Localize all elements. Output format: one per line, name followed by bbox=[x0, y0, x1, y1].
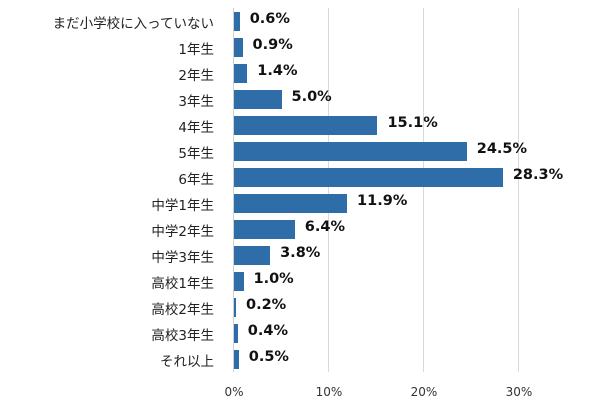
category-label: 2年生 bbox=[178, 68, 214, 84]
value-label: 1.0% bbox=[253, 271, 294, 287]
bar bbox=[234, 116, 378, 135]
value-label: 28.3% bbox=[512, 167, 564, 183]
bar bbox=[234, 38, 243, 57]
category-label: まだ小学校に入っていない bbox=[52, 16, 214, 32]
gridline-10 bbox=[328, 8, 329, 372]
value-label: 0.6% bbox=[249, 11, 290, 27]
category-label: 3年生 bbox=[178, 94, 214, 110]
category-label: 4年生 bbox=[178, 120, 214, 136]
category-label: 6年生 bbox=[178, 172, 214, 188]
category-label: 中学1年生 bbox=[151, 198, 214, 214]
value-label: 0.2% bbox=[246, 297, 287, 313]
bar-row: 中学2年生 6.4% bbox=[0, 216, 600, 242]
value-label: 15.1% bbox=[387, 115, 438, 131]
bar bbox=[234, 246, 271, 265]
gridline-0 bbox=[233, 8, 234, 372]
bar-row: 中学1年生 11.9% bbox=[0, 190, 600, 216]
value-label: 5.0% bbox=[291, 89, 332, 105]
bar-row: 5年生 24.5% bbox=[0, 138, 600, 164]
gridline-20 bbox=[423, 8, 424, 372]
bar-row: 高校1年生 1.0% bbox=[0, 268, 600, 294]
bar bbox=[234, 298, 236, 317]
category-label: 高校2年生 bbox=[151, 302, 214, 318]
category-label: 1年生 bbox=[178, 42, 214, 58]
category-label: 高校1年生 bbox=[151, 276, 214, 292]
category-label: 中学2年生 bbox=[151, 224, 214, 240]
bar bbox=[234, 272, 244, 291]
value-label: 11.9% bbox=[357, 193, 408, 209]
bar-row: 高校2年生 0.2% bbox=[0, 294, 600, 320]
bar bbox=[234, 324, 238, 343]
category-label: 5年生 bbox=[178, 146, 214, 162]
bar bbox=[234, 194, 348, 213]
bar-row: 6年生 28.3% bbox=[0, 164, 600, 190]
bar bbox=[234, 64, 248, 83]
category-label: 中学3年生 bbox=[151, 250, 214, 266]
category-label: 高校3年生 bbox=[151, 328, 214, 344]
bar-row: 1年生 0.9% bbox=[0, 34, 600, 60]
bar bbox=[234, 12, 240, 31]
value-label: 0.4% bbox=[247, 323, 289, 339]
bar bbox=[234, 350, 239, 369]
bar-row: それ以上 0.5% bbox=[0, 346, 600, 372]
gridline-30 bbox=[518, 8, 519, 372]
bar bbox=[234, 142, 467, 161]
bar-row: 高校3年生 0.4% bbox=[0, 320, 600, 346]
bar-row: 2年生 1.4% bbox=[0, 60, 600, 86]
x-tick-label: 10% bbox=[315, 385, 343, 399]
value-label: 1.4% bbox=[257, 63, 298, 79]
value-label: 6.4% bbox=[304, 219, 346, 235]
value-label: 0.9% bbox=[252, 37, 293, 53]
value-label: 24.5% bbox=[476, 141, 528, 157]
bar bbox=[234, 168, 503, 187]
x-tick-label: 30% bbox=[505, 385, 533, 399]
bar-row: 3年生 5.0% bbox=[0, 86, 600, 112]
bar bbox=[234, 220, 295, 239]
value-label: 3.8% bbox=[280, 245, 321, 261]
category-label: それ以上 bbox=[160, 354, 214, 370]
value-label: 0.5% bbox=[248, 349, 289, 365]
bar bbox=[234, 90, 282, 109]
x-tick-label: 0% bbox=[224, 385, 244, 399]
bar-row: 4年生 15.1% bbox=[0, 112, 600, 138]
bar-row: まだ小学校に入っていない 0.6% bbox=[0, 8, 600, 34]
bar-row: 中学3年生 3.8% bbox=[0, 242, 600, 268]
x-tick-label: 20% bbox=[410, 385, 438, 399]
